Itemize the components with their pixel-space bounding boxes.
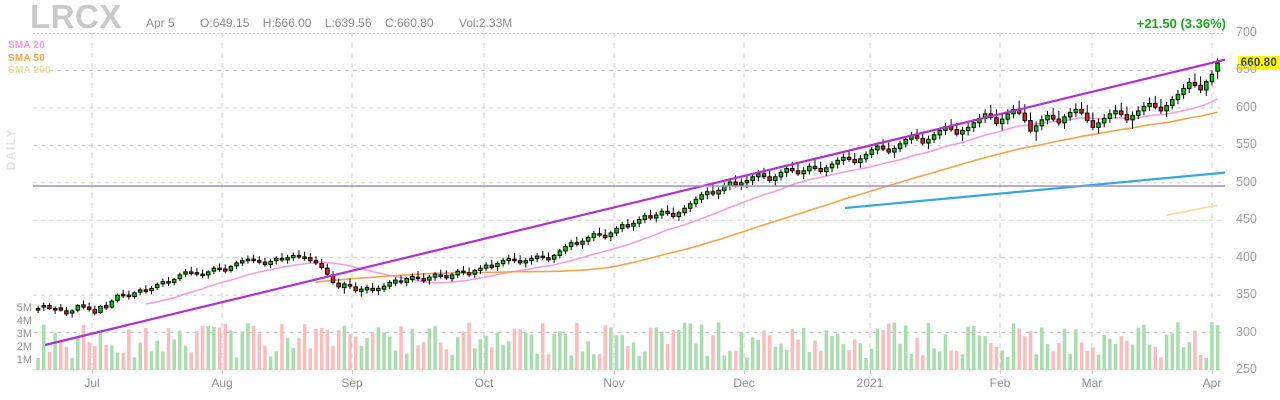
sma-200-line	[1166, 204, 1218, 216]
volume-tick-5M: 5M	[16, 302, 32, 314]
price-tick-300: 300	[1236, 324, 1257, 339]
time-tick-mark	[484, 370, 485, 374]
time-tick-aug: Aug	[211, 376, 233, 390]
price-tick-400: 400	[1236, 249, 1257, 264]
time-tick-jul: Jul	[84, 376, 100, 390]
candlestick-svg	[33, 33, 1225, 370]
volume-tick-3M: 3M	[16, 328, 32, 340]
uptrend-line-purple	[44, 58, 1225, 347]
uptrend-line-blue	[844, 171, 1225, 210]
quote-date: Apr 5	[146, 16, 175, 30]
ohlc-quote-line: Apr 5 O:649.15 H:666.00 L:639.56 C:660.8…	[146, 16, 522, 30]
candle-series	[35, 58, 1220, 318]
price-change-badge: +21.50 (3.36%)	[1136, 16, 1226, 31]
time-tick-nov: Nov	[603, 376, 625, 390]
timeframe-watermark: DAILY	[4, 128, 18, 171]
sma-50-line	[315, 111, 1218, 284]
price-tick-500: 500	[1236, 174, 1257, 189]
time-tick-mark	[1092, 370, 1093, 374]
quote-open: O:649.15	[200, 16, 250, 30]
price-tick-600: 600	[1236, 99, 1257, 114]
quote-close: C:660.80	[384, 16, 434, 30]
last-price-tag: 660.80	[1237, 55, 1279, 70]
sma-20-line	[145, 98, 1218, 305]
price-tick-250: 250	[1236, 362, 1257, 376]
price-tick-450: 450	[1236, 212, 1257, 227]
price-tick-650: 650	[1236, 62, 1257, 77]
indicator-legend: SMA 20 SMA 50 SMA 200	[8, 40, 51, 78]
price-tick-550: 550	[1236, 137, 1257, 152]
time-tick-2021: 2021	[856, 376, 884, 390]
time-tick-dec: Dec	[733, 376, 755, 390]
plot-area[interactable]	[33, 33, 1225, 370]
price-tick-700: 700	[1236, 25, 1257, 39]
quote-volume: Vol:2.33M	[458, 16, 513, 30]
time-tick-mar: Mar	[1081, 376, 1103, 390]
time-tick-sep: Sep	[341, 376, 363, 390]
quote-high: H:666.00	[262, 16, 312, 30]
legend-item-sma-200[interactable]: SMA 200	[8, 65, 51, 76]
time-tick-mark	[1000, 370, 1001, 374]
time-tick-mark	[222, 370, 223, 374]
time-tick-mark	[744, 370, 745, 374]
time-tick-mark	[352, 370, 353, 374]
volume-bars	[36, 322, 1220, 370]
volume-tick-1M: 1M	[16, 354, 32, 366]
volume-tick-4M: 4M	[16, 315, 32, 327]
time-tick-oct: Oct	[474, 376, 494, 390]
time-tick-mark	[614, 370, 615, 374]
time-tick-mark	[870, 370, 871, 374]
legend-item-sma-50[interactable]: SMA 50	[8, 52, 45, 64]
ticker-symbol[interactable]: LRCX	[30, 0, 122, 35]
time-tick-mark	[1212, 370, 1213, 374]
quote-low: L:639.56	[324, 16, 372, 30]
chart-header: LRCX Apr 5 O:649.15 H:666.00 L:639.56 C:…	[0, 0, 1280, 35]
volume-tick-2M: 2M	[16, 341, 32, 353]
time-tick-mark	[92, 370, 93, 374]
legend-item-sma-20[interactable]: SMA 20	[8, 40, 45, 51]
time-tick-apr: Apr	[1202, 376, 1222, 390]
time-tick-feb: Feb	[989, 376, 1011, 390]
price-tick-350: 350	[1236, 287, 1257, 302]
